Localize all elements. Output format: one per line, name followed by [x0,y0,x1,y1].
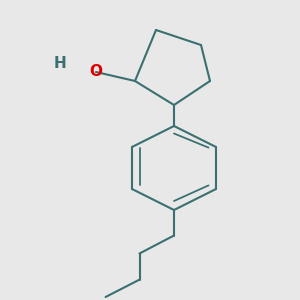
Text: H: H [54,56,66,70]
Text: O: O [89,64,103,80]
